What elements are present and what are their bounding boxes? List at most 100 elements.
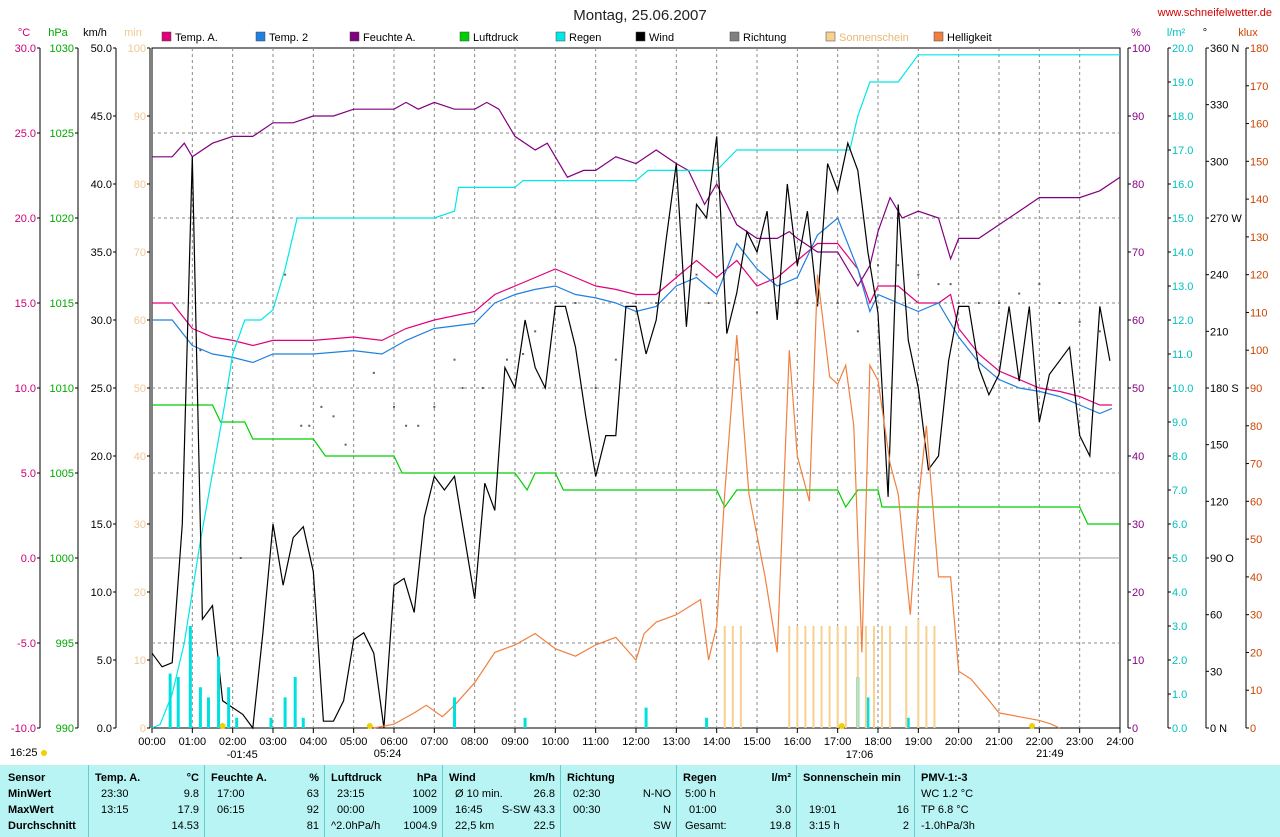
axes: °C 30.0 25.0 20.0 15.0 10.0 5.0 0.0 -5.0 -10.0 hPa… [11,27,1268,735]
axis-tick-label: 90 [1132,111,1144,123]
axis-tick-label: 5.0 [1172,553,1187,565]
x-tick-label: 16:00 [784,736,812,748]
axis-tick-label: 18.0 [1172,111,1193,123]
axis-unit-label: % [1131,27,1141,39]
axis-tick-label: 80 [1250,421,1262,433]
direction-point [776,302,779,304]
x-tick-label: 19:00 [905,736,933,748]
pmv-pressure-trend: -1.0hPa/3h [921,820,975,832]
x-tick-label: 10:00 [542,736,570,748]
direction-point [393,405,395,408]
luftdruck-trend: ^2.0hPa/h [331,820,381,832]
direction-point [1038,283,1041,286]
axis-tick-label: 6.0 [1172,519,1187,531]
chart-title: Montag, 25.06.2007 [573,7,706,24]
axis-tick-label: 10 [1132,655,1144,667]
axis-tick-label: 120 [1250,270,1268,282]
col-sensor: Sensor MinWert MaxWert Durchschnitt [0,765,88,837]
direction-point [594,387,597,389]
legend-swatch [635,31,646,42]
axis-tick-label: 60 [134,315,146,327]
sun-marks: -01:45 05:24 17:06 21:49 16:25 [10,723,1064,760]
richtung-max-time: 00:30 [573,804,601,816]
direction-point [481,387,484,389]
x-tick-label: 22:00 [1026,736,1054,748]
bottom-left-time: 16:25 [10,747,38,759]
axis-tick-label: 13.0 [1172,281,1193,293]
axis-tick-label: 4.0 [1172,587,1187,599]
tempa-max-time: 13:15 [101,804,129,816]
wind-distance: 22,5 km [455,820,495,832]
wind-max-value: S-SW 43.3 [501,804,555,816]
axis-tick-label: 20 [1132,587,1144,599]
axis-unit-label: °C [18,27,30,39]
axis-tick-label: 300 [1210,156,1228,168]
col-luftdruck: Luftdruck hPa 23:15 1002 00:00 1009 ^2.0… [324,765,443,837]
direction-point [505,358,508,361]
axis-tick-label: 7.0 [1172,485,1187,497]
series-line [152,242,1112,406]
direction-point [1098,330,1101,333]
axis-tick-label: 50 [1250,534,1262,546]
x-tick-label: 13:00 [663,736,691,748]
axis-tick-label: 50 [1132,383,1144,395]
series-line [152,101,1121,288]
direction-point [534,330,537,333]
feuchte-min-value: 63 [306,788,319,800]
luftdruck-min-time: 23:15 [337,788,365,800]
direction-point [554,302,557,304]
axis-tick-label: 0.0 [1172,723,1187,735]
x-tick-label: 07:00 [421,736,449,748]
site-url: www.schneifelwetter.de [1157,7,1272,19]
legend-label: Helligkeit [947,32,992,44]
sun-time-label: 05:24 [374,748,402,760]
direction-point [417,424,420,427]
axis-tick-label: 160 [1250,119,1268,131]
x-tick-label: 08:00 [461,736,489,748]
axis-tick-label: 20.0 [1172,43,1193,55]
legend-swatch [255,31,266,42]
col-tempa: Temp. A. °C 23:30 9.8 13:15 17.9 14.53 [88,765,205,837]
axis-tick-label: -10.0 [11,723,36,735]
axis-tick-label: 180 [1250,43,1268,55]
legend-label: Feuchte A. [363,32,416,44]
direction-point [1018,292,1021,295]
sonne-max-value: 16 [896,804,909,816]
legend-label: Luftdruck [473,32,519,44]
axis-tick-label: 0.0 [97,723,112,735]
col-richtung: Richtung 02:30 N-NO 00:30 N SW [560,765,677,837]
x-tick-label: 15:00 [743,736,771,748]
axis-tick-label: 12.0 [1172,315,1193,327]
direction-point [614,358,617,361]
legend-swatch [729,31,740,42]
direction-point [897,264,900,267]
axis-tick-label: 40.0 [91,179,112,191]
direction-point [522,353,525,355]
x-tick-label: 14:00 [703,736,731,748]
axis-tick-label: 1005 [50,468,74,480]
x-tick-label: 17:00 [824,736,852,748]
series-line [373,274,1060,729]
legend-swatch [933,31,944,42]
x-tick-label: 03:00 [259,736,287,748]
x-tick-label: 09:00 [501,736,529,748]
col-sonne: Sonnenschein min 19:01 16 3:15 h 2 [796,765,915,837]
axis-tick-label: 45.0 [91,111,112,123]
axis-tick-label: 30.0 [91,315,112,327]
direction-point [199,349,202,352]
axis-tick-label: 30 [1132,519,1144,531]
axis-tick-label: 10.0 [1172,383,1193,395]
axis-tick-label: 0 [1132,723,1138,735]
weather-chart: Montag, 25.06.2007 www.schneifelwetter.d… [10,7,1272,760]
grid [151,47,1121,729]
axis-tick-label: 11.0 [1172,349,1193,361]
series-line [152,217,1113,415]
axis-tick-label: 1025 [50,128,74,140]
richtung-min-time: 02:30 [573,788,601,800]
row-label-min: MinWert [8,788,52,800]
x-tick-label: 06:00 [380,736,408,748]
axis-tick-label: 17.0 [1172,145,1193,157]
axis-tick-label: 20 [1250,647,1262,659]
hdr-regen: Regen [683,772,717,784]
axis-tick-label: 80 [134,179,146,191]
